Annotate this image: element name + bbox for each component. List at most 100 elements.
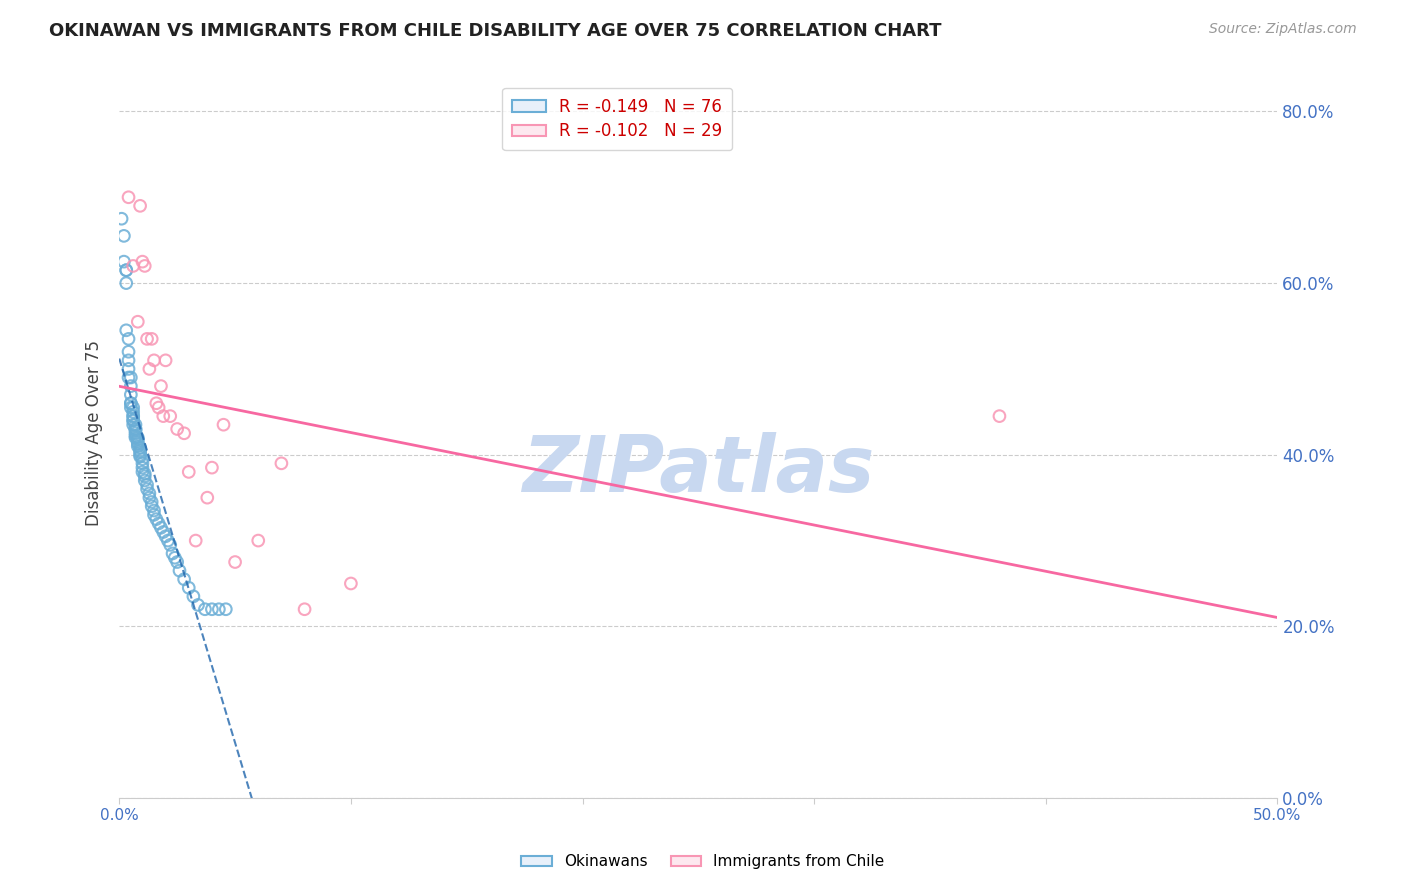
Point [215, 602, 238, 616]
Point [145, 396, 167, 410]
Point [129, 445, 152, 459]
Point [127, 436, 149, 450]
Legend: Okinawans, Immigrants from Chile: Okinawans, Immigrants from Chile [515, 848, 891, 875]
Point [184, 533, 207, 548]
Point [136, 482, 159, 496]
Point [294, 602, 316, 616]
Point [134, 467, 156, 481]
Point [117, 362, 139, 376]
Point [163, 550, 186, 565]
Point [117, 370, 139, 384]
Point [122, 405, 145, 419]
Point [138, 486, 160, 500]
Point [155, 529, 177, 543]
Point [148, 401, 170, 415]
Point [122, 409, 145, 424]
Point [143, 503, 166, 517]
Point [155, 353, 177, 368]
Point [127, 439, 149, 453]
Point [141, 500, 163, 514]
Point [270, 456, 292, 470]
Text: Source: ZipAtlas.com: Source: ZipAtlas.com [1209, 22, 1357, 37]
Point [129, 448, 152, 462]
Point [120, 370, 142, 384]
Point [149, 521, 172, 535]
Point [127, 431, 149, 445]
Point [124, 424, 146, 438]
Point [169, 564, 191, 578]
Point [117, 332, 139, 346]
Point [177, 581, 200, 595]
Point [127, 315, 149, 329]
Point [131, 254, 153, 268]
Point [173, 572, 195, 586]
Point [115, 276, 138, 290]
Point [129, 450, 152, 464]
Y-axis label: Disability Age Over 75: Disability Age Over 75 [86, 340, 103, 526]
Point [112, 228, 135, 243]
Point [110, 211, 132, 226]
Point [124, 417, 146, 432]
Point [201, 460, 224, 475]
Point [162, 546, 184, 560]
Point [224, 555, 246, 569]
Point [124, 431, 146, 445]
Point [183, 590, 205, 604]
Point [145, 512, 167, 526]
Point [131, 456, 153, 470]
Point [134, 259, 156, 273]
Point [124, 429, 146, 443]
Point [120, 379, 142, 393]
Point [112, 254, 135, 268]
Point [134, 474, 156, 488]
Point [129, 443, 152, 458]
Point [117, 344, 139, 359]
Point [138, 491, 160, 505]
Point [127, 434, 149, 449]
Point [122, 417, 145, 432]
Point [141, 332, 163, 346]
Point [136, 477, 159, 491]
Point [124, 426, 146, 441]
Point [988, 409, 1011, 424]
Point [152, 524, 174, 539]
Text: ZIPatlas: ZIPatlas [522, 432, 875, 508]
Point [201, 602, 224, 616]
Point [122, 413, 145, 427]
Point [131, 460, 153, 475]
Point [212, 417, 235, 432]
Point [115, 263, 138, 277]
Point [120, 387, 142, 401]
Point [143, 508, 166, 522]
Point [120, 401, 142, 415]
Point [159, 538, 181, 552]
Point [208, 602, 231, 616]
Point [195, 491, 218, 505]
Point [166, 555, 188, 569]
Point [122, 413, 145, 427]
Point [129, 441, 152, 455]
Point [115, 323, 138, 337]
Point [143, 353, 166, 368]
Point [173, 426, 195, 441]
Point [152, 409, 174, 424]
Point [148, 516, 170, 531]
Point [120, 396, 142, 410]
Point [187, 598, 209, 612]
Point [177, 465, 200, 479]
Point [122, 401, 145, 415]
Point [159, 409, 181, 424]
Point [124, 422, 146, 436]
Point [127, 432, 149, 446]
Point [129, 199, 152, 213]
Point [122, 409, 145, 424]
Point [131, 465, 153, 479]
Point [131, 452, 153, 467]
Point [115, 263, 138, 277]
Point [117, 353, 139, 368]
Point [340, 576, 363, 591]
Point [141, 495, 163, 509]
Point [136, 332, 159, 346]
Point [122, 259, 145, 273]
Point [117, 190, 139, 204]
